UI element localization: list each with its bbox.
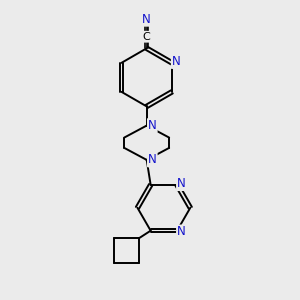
Text: N: N bbox=[172, 55, 181, 68]
Text: C: C bbox=[143, 32, 151, 42]
Text: N: N bbox=[148, 119, 157, 132]
Text: N: N bbox=[177, 226, 186, 238]
Text: N: N bbox=[142, 13, 151, 26]
Text: N: N bbox=[148, 153, 157, 167]
Text: N: N bbox=[177, 177, 186, 190]
